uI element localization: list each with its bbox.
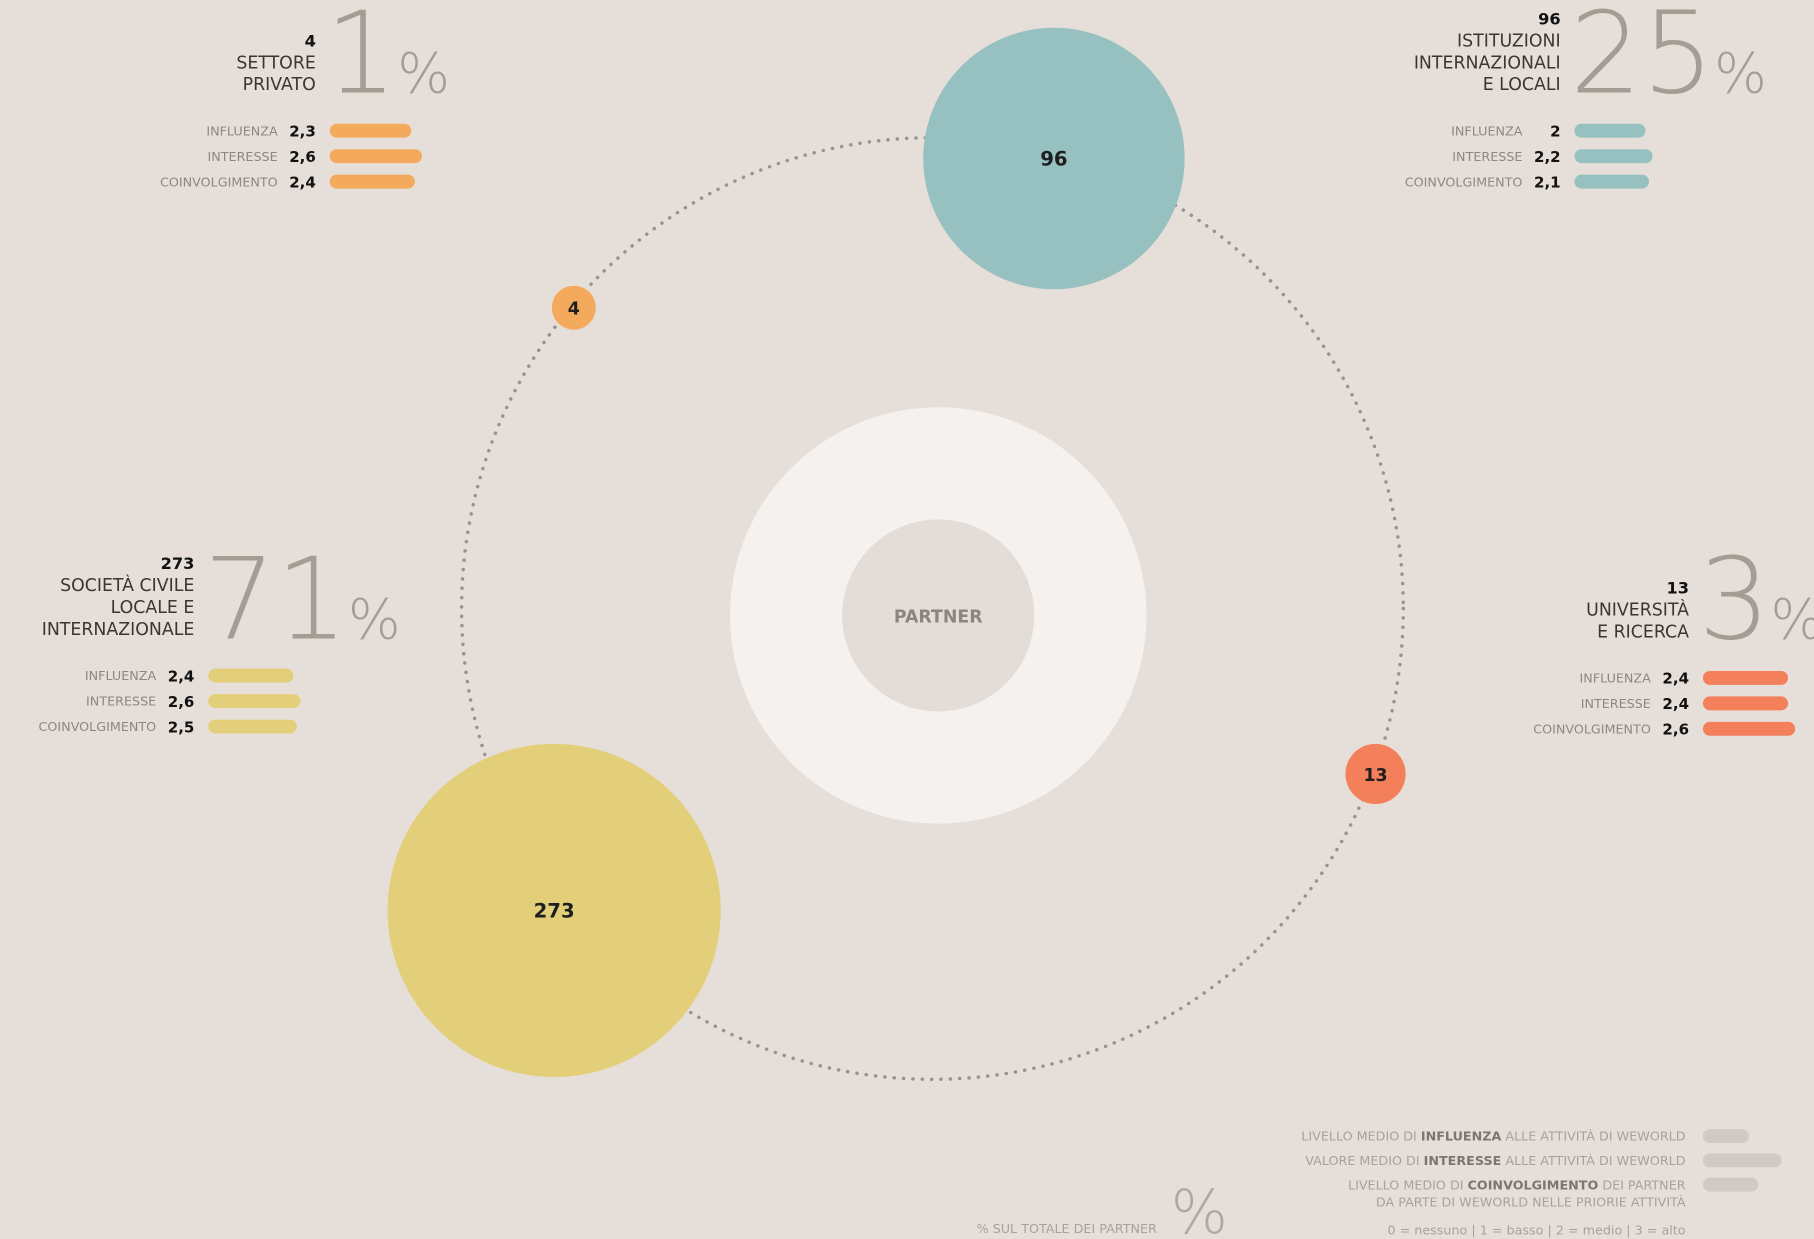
- center-core: [842, 519, 1035, 712]
- metric-value: 2,1: [1534, 173, 1561, 191]
- percent-symbol: %: [1171, 1178, 1228, 1239]
- metric-bar: [329, 149, 422, 164]
- legend-part: ALLE ATTIVITÀ DI WEWORLD: [1501, 1129, 1685, 1144]
- metric-bar: [1574, 174, 1650, 189]
- bubble: [551, 285, 596, 330]
- metric-value: 2,4: [1662, 670, 1689, 688]
- legend-part: VALORE MEDIO DI: [1305, 1153, 1423, 1168]
- metric-value: 2,4: [168, 667, 195, 685]
- legend-part: ALLE ATTIVITÀ DI WEWORLD: [1501, 1153, 1685, 1168]
- group-name: SETTORE: [236, 53, 316, 73]
- scale-note: 0 = nessuno | 1 = basso | 2 = medio | 3 …: [1387, 1222, 1685, 1237]
- metric-label: INFLUENZA: [85, 668, 157, 683]
- legend-part: COINVOLGIMENTO: [1468, 1177, 1599, 1192]
- group-name: SOCIETÀ CIVILE: [60, 574, 194, 596]
- percent-value: 71: [204, 534, 348, 666]
- metric-label: COINVOLGIMENTO: [1533, 721, 1651, 736]
- percent-unit: %: [1714, 42, 1767, 107]
- metric-value: 2,3: [289, 123, 316, 141]
- legend-text: VALORE MEDIO DI INTERESSE ALLE ATTIVITÀ …: [1305, 1153, 1685, 1168]
- legend-part: INFLUENZA: [1421, 1129, 1502, 1144]
- metric-label: INTERESSE: [86, 694, 156, 709]
- group-percent: 71%: [204, 534, 401, 666]
- group-name: INTERNAZIONALI: [1414, 53, 1561, 73]
- orbit: [459, 135, 1406, 1082]
- legend-bar: [1702, 1177, 1759, 1192]
- metric-label: COINVOLGIMENTO: [160, 174, 278, 189]
- group-count: 13: [1667, 578, 1690, 597]
- group-name: E LOCALI: [1483, 75, 1561, 95]
- bubble-label: 273: [534, 899, 575, 922]
- metric-label: INTERESSE: [1452, 149, 1522, 164]
- legend-text: LIVELLO MEDIO DI COINVOLGIMENTO DEI PART…: [1348, 1177, 1686, 1192]
- metric-bar: [208, 668, 294, 683]
- metric-value: 2: [1550, 123, 1560, 141]
- percent-unit: %: [397, 42, 450, 107]
- group-name: ISTITUZIONI: [1457, 31, 1561, 51]
- bubble: [387, 743, 721, 1078]
- legend-part: DA PARTE DI WEWORLD NELLE PRIORIE ATTIVI…: [1376, 1195, 1686, 1210]
- group-percent: 3%: [1698, 534, 1814, 666]
- metric-value: 2,4: [289, 173, 316, 191]
- metric-bar: [1574, 123, 1646, 138]
- bubble-label: 13: [1363, 766, 1387, 786]
- metric-value: 2,6: [1662, 721, 1689, 739]
- group-name: PRIVATO: [243, 75, 316, 95]
- legend-part: INTERESSE: [1424, 1153, 1502, 1168]
- metric-bar: [1702, 670, 1789, 685]
- group-name: E RICERCA: [1597, 622, 1689, 642]
- group-name: UNIVERSITÀ: [1586, 598, 1689, 620]
- legend-bars: [1702, 1129, 1782, 1192]
- group-name: LOCALE E: [111, 598, 195, 618]
- center-label: PARTNER: [894, 607, 983, 627]
- metric-label: COINVOLGIMENTO: [1405, 174, 1523, 189]
- metric-value: 2,2: [1534, 148, 1561, 166]
- group-count: 273: [161, 554, 195, 573]
- metric-value: 2,5: [168, 718, 195, 736]
- group-percent: 25%: [1570, 0, 1767, 120]
- legend-bar: [1702, 1153, 1782, 1168]
- legend-part: LIVELLO MEDIO DI: [1301, 1129, 1421, 1144]
- legend-bar: [1702, 1129, 1750, 1143]
- legend-text: LIVELLO MEDIO DI INFLUENZA ALLE ATTIVITÀ…: [1301, 1129, 1685, 1144]
- bubble-label: 96: [1040, 147, 1067, 170]
- percent-value: 1: [325, 0, 397, 120]
- bubble: [923, 27, 1185, 290]
- percent-value: 3: [1698, 534, 1770, 666]
- metric-bar: [329, 174, 415, 189]
- percent-note: % SUL TOTALE DEI PARTNER: [977, 1221, 1157, 1236]
- metric-bar: [208, 694, 301, 708]
- metric-label: INFLUENZA: [206, 123, 278, 138]
- metric-bar: [1702, 721, 1796, 736]
- metric-label: INTERESSE: [208, 149, 278, 164]
- percent-unit: %: [1770, 588, 1814, 653]
- bubble: [1345, 743, 1406, 805]
- legend-part: LIVELLO MEDIO DI: [1348, 1177, 1468, 1192]
- percent-value: 25: [1570, 0, 1714, 120]
- metric-value: 2,6: [168, 693, 195, 711]
- metric-label: INFLUENZA: [1451, 123, 1523, 138]
- group-name: INTERNAZIONALE: [42, 620, 195, 640]
- legend-text: DA PARTE DI WEWORLD NELLE PRIORIE ATTIVI…: [1376, 1195, 1686, 1210]
- group-count: 4: [305, 31, 316, 50]
- percent-unit: %: [348, 588, 401, 653]
- metric-label: COINVOLGIMENTO: [39, 719, 157, 734]
- metric-label: INFLUENZA: [1580, 671, 1652, 686]
- metric-bar: [1702, 696, 1789, 711]
- metric-value: 2,6: [289, 148, 316, 166]
- metric-label: INTERESSE: [1581, 696, 1651, 711]
- metric-bar: [329, 123, 412, 138]
- bubble-label: 4: [568, 300, 580, 320]
- legend-part: DEI PARTNER: [1598, 1177, 1685, 1192]
- group-percent: 1%: [325, 0, 450, 120]
- group-count: 96: [1538, 9, 1561, 28]
- metric-bar: [1574, 149, 1653, 164]
- metric-bar: [208, 719, 297, 734]
- metric-value: 2,4: [1662, 695, 1689, 713]
